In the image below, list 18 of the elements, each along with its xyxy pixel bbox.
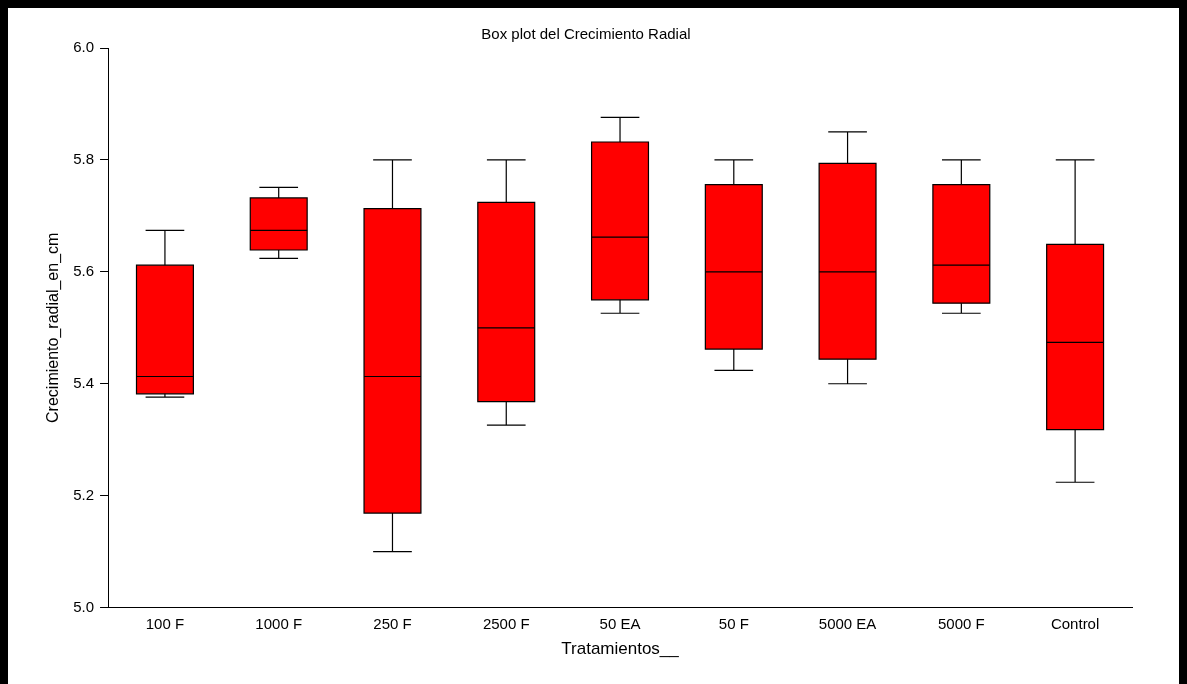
x-tick-label: 1000 F: [255, 614, 303, 632]
x-tick-label: 50 F: [718, 614, 749, 632]
x-tick-label: 5000 EA: [818, 614, 877, 632]
y-tick-label: 5.4: [73, 373, 95, 391]
x-tick-label: 50 EA: [599, 614, 641, 632]
x-tick-label: 100 F: [145, 614, 185, 632]
x-axis-title: Tratamientos__: [561, 639, 680, 659]
x-tick-label: 2500 F: [482, 614, 530, 632]
x-tick-label: 250 F: [373, 614, 412, 632]
y-tick-label: 5.0: [73, 597, 95, 615]
y-tick-label: 5.8: [73, 150, 95, 168]
y-tick-label: 5.6: [73, 261, 95, 279]
x-tick-label: Control: [1050, 614, 1100, 632]
x-tick-label: 5000 F: [937, 614, 985, 632]
chart-title: Box plot del Crecimiento Radial: [481, 25, 691, 43]
y-axis-title: Crecimiento_radial_en_cm: [44, 232, 63, 423]
y-tick-label: 5.2: [73, 485, 95, 503]
y-tick-label: 6.0: [73, 38, 95, 56]
